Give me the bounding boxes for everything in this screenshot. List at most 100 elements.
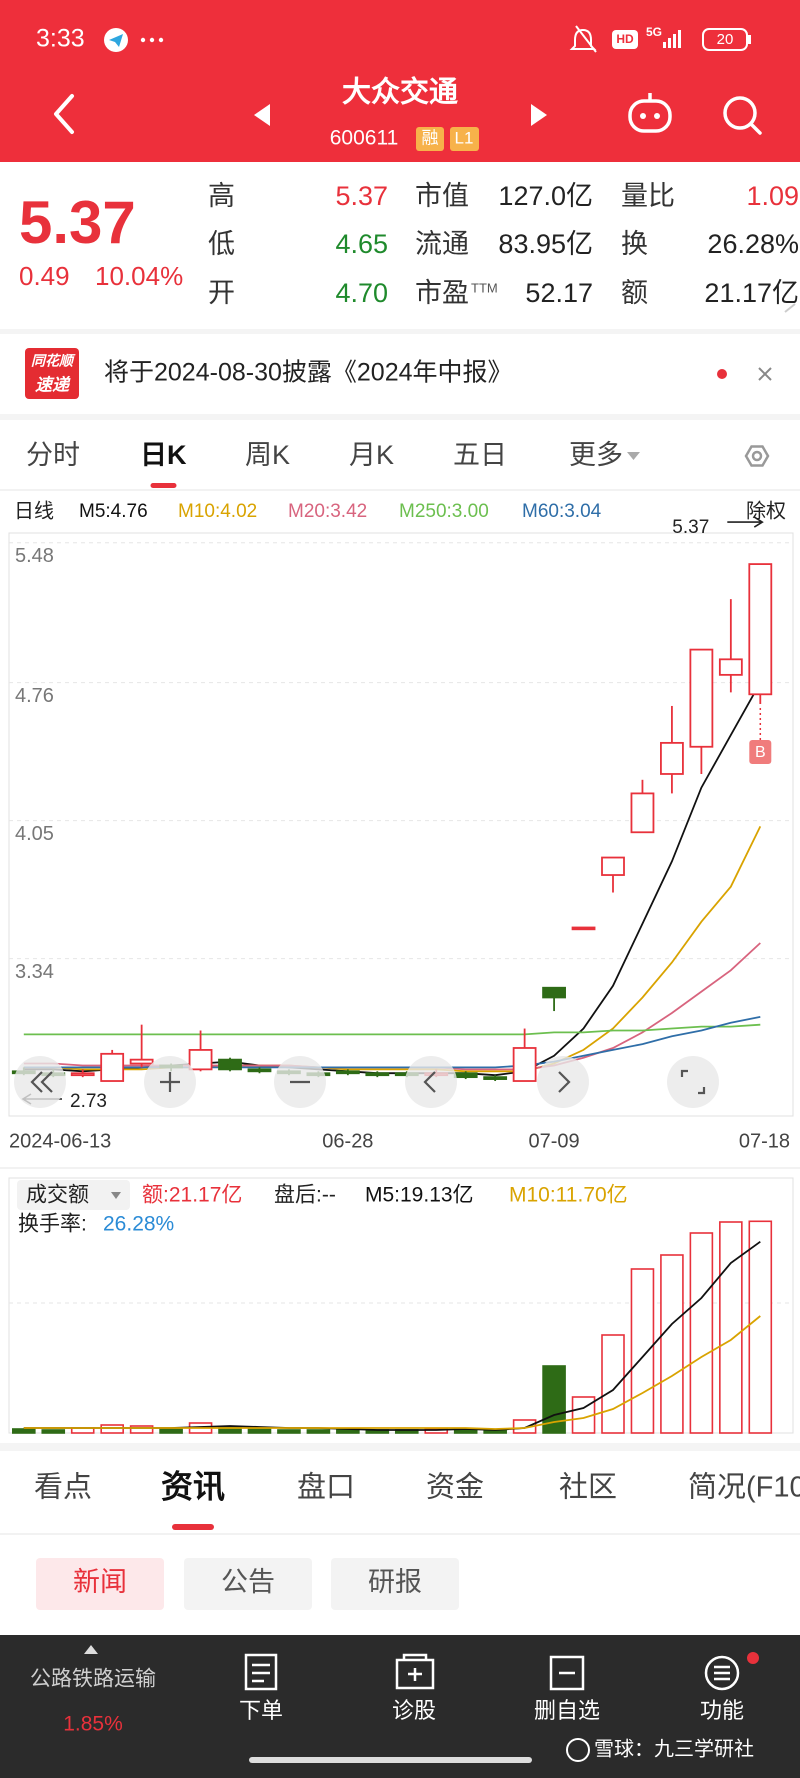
field-label: 流通 bbox=[415, 229, 469, 259]
watermark: 雪球：九三学研社 bbox=[594, 1737, 754, 1760]
legend-entry: M20:3.42 bbox=[288, 501, 367, 522]
volume-bar bbox=[12, 1428, 36, 1434]
candle-body bbox=[188, 1049, 213, 1071]
volume-chart: M5:19.13亿 M10:11.70亿 bbox=[12, 1184, 773, 1434]
chart-control-icon bbox=[160, 1072, 180, 1092]
assistant-eyes bbox=[640, 113, 660, 119]
notice-badge-text: 同花顺 bbox=[31, 353, 76, 369]
volume-selector[interactable] bbox=[17, 1180, 130, 1210]
filter-pill[interactable] bbox=[36, 1558, 164, 1610]
hd-text: HD bbox=[616, 32, 634, 46]
volume-selector-text: 成交额 bbox=[26, 1184, 89, 1207]
chart-control-icon bbox=[558, 1071, 571, 1093]
volume-bar bbox=[247, 1428, 272, 1434]
field-value: 1.09 bbox=[746, 181, 799, 211]
badge-dot bbox=[747, 1652, 759, 1664]
candle-body bbox=[571, 926, 596, 931]
volume-bar bbox=[41, 1429, 66, 1434]
dropdown-caret bbox=[111, 1192, 121, 1199]
candle-body bbox=[100, 1052, 125, 1082]
volume-amount: 额:21.17亿 bbox=[142, 1184, 242, 1207]
nav-item[interactable]: 删自选 bbox=[534, 1698, 600, 1723]
volume-bar bbox=[100, 1424, 124, 1434]
period-tab[interactable]: 分时 bbox=[26, 440, 80, 470]
watermark-logo bbox=[566, 1738, 590, 1762]
chart-control[interactable] bbox=[14, 1056, 66, 1108]
nav-icons bbox=[244, 1653, 740, 1691]
nav-item[interactable]: 功能 bbox=[700, 1698, 744, 1723]
field-label: 市值 bbox=[415, 181, 469, 211]
ma-line bbox=[23, 1023, 761, 1036]
price-change: 0.49 bbox=[19, 261, 70, 291]
close-notice[interactable] bbox=[758, 367, 772, 381]
tag: 融 bbox=[422, 128, 439, 147]
volume-bar bbox=[719, 1221, 743, 1434]
x-tick-label: 06-28 bbox=[322, 1130, 373, 1152]
volume-bar bbox=[306, 1429, 331, 1434]
ma-line bbox=[23, 942, 761, 1071]
notice-text[interactable]: 将于2024-08-30披露《2024年中报》 bbox=[104, 359, 513, 387]
last-price: 5.37 bbox=[19, 189, 136, 256]
chart-controls bbox=[14, 1056, 719, 1108]
back-button[interactable] bbox=[54, 94, 74, 134]
assistant-button[interactable] bbox=[628, 93, 672, 133]
sector-name[interactable]: 公路铁路运输 bbox=[30, 1668, 156, 1691]
next-stock[interactable] bbox=[531, 104, 547, 126]
y-tick-label: 5.48 bbox=[15, 545, 54, 567]
mute-icon bbox=[569, 25, 597, 53]
chart-control-icon bbox=[30, 1071, 53, 1093]
section-tab[interactable]: 看点 bbox=[34, 1471, 92, 1504]
field-value: 26.28% bbox=[707, 229, 799, 259]
more-dots bbox=[140, 37, 164, 43]
period-tab[interactable]: 五日 bbox=[453, 440, 507, 470]
period-tab[interactable]: 更多 bbox=[569, 440, 623, 470]
volume-bar bbox=[129, 1425, 154, 1434]
legend-entry: M10:11.70亿 bbox=[509, 1184, 628, 1207]
high-arrow bbox=[727, 516, 764, 528]
candle-body bbox=[660, 741, 684, 775]
filter-pill[interactable] bbox=[331, 1558, 459, 1610]
x-tick-label: 2024-06-13 bbox=[9, 1130, 111, 1152]
period-tab[interactable]: 日K bbox=[140, 440, 187, 470]
tag: L1 bbox=[455, 128, 474, 147]
nav-item[interactable]: 下单 bbox=[239, 1698, 283, 1723]
search-button[interactable] bbox=[723, 96, 762, 135]
period-tab[interactable]: 周K bbox=[245, 440, 290, 470]
battery-tip bbox=[748, 35, 751, 44]
section-tab[interactable]: 社区 bbox=[559, 1471, 617, 1504]
chart-settings[interactable] bbox=[744, 445, 770, 467]
section-tab[interactable]: 简况(F10) bbox=[688, 1471, 800, 1504]
field-value: 52.17 bbox=[525, 278, 593, 308]
volume-bar bbox=[601, 1334, 625, 1434]
period-tab[interactable]: 月K bbox=[349, 440, 394, 470]
section-tab[interactable]: 资金 bbox=[426, 1471, 484, 1504]
legend-entry: M10:4.02 bbox=[178, 501, 257, 522]
field-label-sup: TTM bbox=[471, 280, 498, 295]
chart-control[interactable] bbox=[537, 1056, 589, 1108]
chart-control[interactable] bbox=[405, 1056, 457, 1108]
sector-change: 1.85% bbox=[63, 1713, 123, 1736]
field-value: 127.0亿 bbox=[498, 181, 593, 211]
chart-control[interactable] bbox=[667, 1056, 719, 1108]
notice-badge-text: 速递 bbox=[35, 375, 71, 394]
active-underline bbox=[150, 483, 177, 488]
active-underline bbox=[172, 1524, 215, 1530]
section-tab[interactable]: 资讯 bbox=[161, 1468, 225, 1504]
prev-stock[interactable] bbox=[254, 104, 270, 126]
filter-pill[interactable] bbox=[184, 1558, 312, 1610]
dropdown-caret bbox=[627, 452, 640, 460]
candle-body bbox=[601, 856, 625, 876]
sector-expand[interactable] bbox=[84, 1645, 98, 1654]
section-tab[interactable]: 盘口 bbox=[297, 1471, 355, 1504]
adjust-label[interactable]: 除权 bbox=[746, 499, 786, 522]
candle-body bbox=[129, 1058, 154, 1065]
candle-body bbox=[247, 1068, 272, 1073]
nav-item[interactable]: 诊股 bbox=[392, 1698, 436, 1723]
status-time: 3:33 bbox=[36, 25, 85, 53]
bottom-items: 下单 诊股 删自选 功能 bbox=[239, 1698, 744, 1723]
candle-body bbox=[689, 648, 714, 748]
tag-bg bbox=[450, 127, 479, 151]
y-tick-label: 3.34 bbox=[15, 961, 54, 983]
